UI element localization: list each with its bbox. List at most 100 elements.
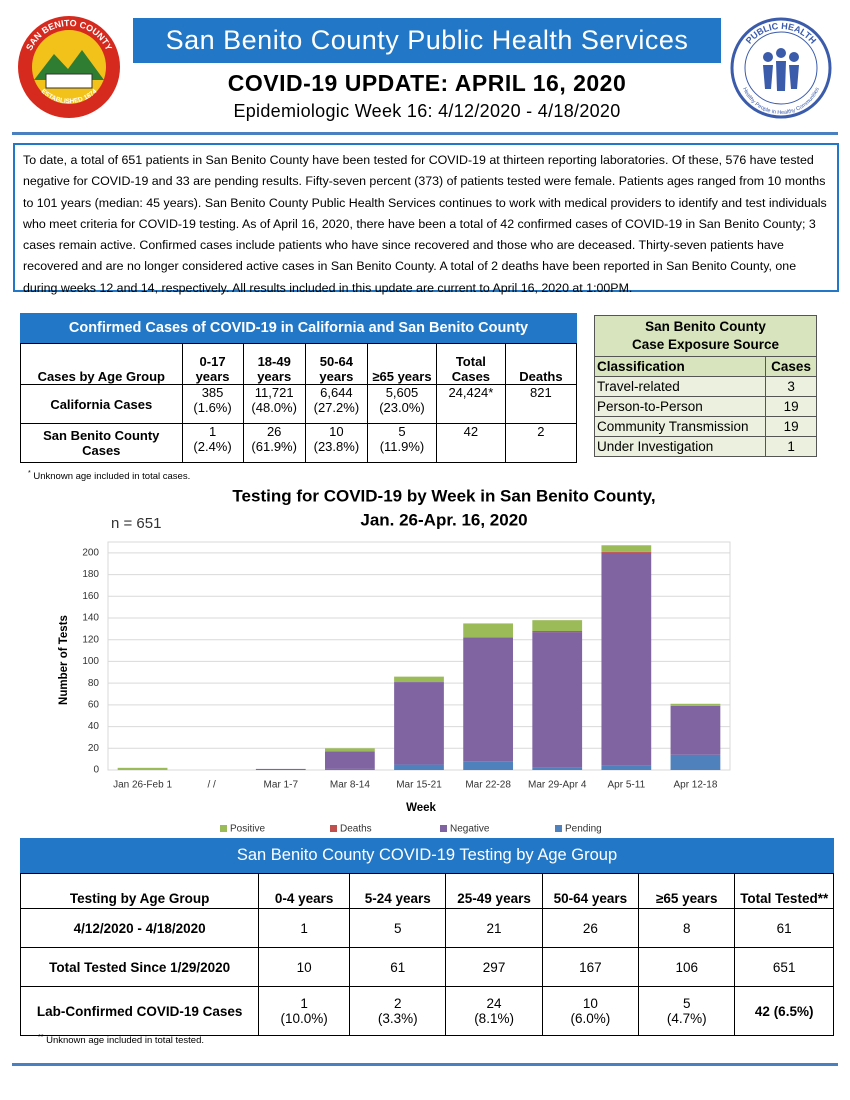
exposure-table-block: San Benito County Case Exposure Source Cla… xyxy=(593,315,817,457)
row-header: California Cases xyxy=(20,384,183,424)
bar-segment xyxy=(601,552,652,766)
y-tick-label: 100 xyxy=(82,656,99,667)
bar-segment xyxy=(532,631,583,633)
x-tick-label: Mar 15-21 xyxy=(396,780,442,791)
bar-segment xyxy=(532,767,583,770)
cell-line: (48.0%) xyxy=(251,400,297,415)
x-tick-label: Mar 1-7 xyxy=(264,780,299,791)
x-axis-label: Week xyxy=(406,802,436,814)
table-cell: 5 (4.7%) xyxy=(638,986,736,1036)
column-header: 50-64 years xyxy=(541,873,640,909)
table-cell: 42 (6.5%) xyxy=(734,986,834,1036)
row-header: Community Transmission xyxy=(593,416,767,437)
bar-segment xyxy=(670,705,721,755)
chart-title: Jan. 26-Apr. 16, 2020 xyxy=(360,510,527,529)
bar-segment xyxy=(325,751,375,769)
update-title: COVID-19 UPDATE: APRIL 16, 2020 xyxy=(227,70,627,96)
seal-mission xyxy=(45,73,93,89)
x-tick-label: Apr 5-11 xyxy=(608,780,646,791)
cell-line: (10.0%) xyxy=(280,1011,328,1026)
county-seal: SAN BENITO COUNTY ESTABLISHED 1874 xyxy=(18,16,120,118)
annotation: n = 651 xyxy=(111,515,161,532)
cases-table: Cases by Age Group 0-17 years 18-49 years 5… xyxy=(20,343,578,463)
cell-line: (4.7%) xyxy=(666,1011,707,1026)
legend-label: Negative xyxy=(450,824,490,835)
cell-line: 24 xyxy=(486,996,502,1011)
cases-footnote: * Unknown age included in total cases. xyxy=(28,470,190,482)
table-cell: 21 xyxy=(445,908,543,948)
table-cell: 10 xyxy=(258,947,351,987)
table-row: Lab-Confirmed COVID-19 Cases 1 (10.0%) 2 (3.… xyxy=(19,986,834,1036)
cell-line: 1 xyxy=(208,424,217,439)
age-footnote: ** Unknown age included in total tested. xyxy=(38,1034,204,1046)
cell-line: (61.9%) xyxy=(251,439,297,454)
column-header: 0-17 years xyxy=(181,343,244,385)
table-cell: 385 (1.6%) xyxy=(181,384,244,424)
column-header: Total Cases xyxy=(435,343,506,385)
cell-line: 10 xyxy=(329,424,344,439)
legend-swatch xyxy=(555,825,562,832)
table-cell: 821 xyxy=(504,384,578,424)
row-header: San Benito County Cases xyxy=(20,423,183,463)
table-row: Travel-related 3 xyxy=(593,376,817,397)
week-subtitle: Epidemiologic Week 16: 4/12/2020 - 4/18/… xyxy=(233,101,621,121)
bar-segment xyxy=(463,637,513,762)
x-tick-label: Mar 8-14 xyxy=(330,780,370,791)
exposure-title: San Benito County Case Exposure Source xyxy=(594,315,817,357)
cell-line: 5 xyxy=(398,424,406,439)
table-row: Community Transmission 19 xyxy=(593,416,817,437)
age-table-title: San Benito County COVID-19 Testing by Ag… xyxy=(20,838,834,873)
cell-line: 11,721 xyxy=(254,385,294,400)
table-row: Total Tested Since 1/29/2020 10 61 297 167 10… xyxy=(19,947,834,987)
table-cell: 1 xyxy=(258,908,351,948)
column-header: Cases xyxy=(765,356,817,377)
cell-line: (23.8%) xyxy=(313,439,360,454)
summary-text: To date, a total of 651 patients in San … xyxy=(13,143,839,295)
footnote-mark: * xyxy=(28,470,31,477)
cell-line: (8.1%) xyxy=(474,1011,514,1026)
table-cell: 5,605 (23.0%) xyxy=(367,384,437,424)
y-tick-label: 40 xyxy=(88,721,100,732)
cell-line: (2.4%) xyxy=(193,439,232,454)
divider xyxy=(12,132,838,135)
bar-segment xyxy=(463,761,513,770)
bar-segment xyxy=(255,768,306,770)
table-cell: 19 xyxy=(765,416,817,437)
column-header: 5-24 years xyxy=(349,873,447,909)
title-line: Case Exposure Source xyxy=(631,337,780,352)
column-header: 18-49 years xyxy=(242,343,306,385)
title-row: San Benito County Case Exposure Source xyxy=(594,315,817,357)
row-header: Lab-Confirmed COVID-19 Cases xyxy=(19,986,260,1036)
table-cell: 26 xyxy=(541,908,640,948)
table-row: San Benito County Cases 1 (2.4%) 26 (61.9%) 1… xyxy=(20,423,578,463)
column-header: Testing by Age Group xyxy=(19,873,260,909)
seal-hills xyxy=(34,50,104,80)
cell-line: (3.3%) xyxy=(377,1011,418,1026)
table-cell: 2 xyxy=(504,423,578,463)
column-header: 25-49 years xyxy=(445,873,543,909)
x-tick-label: / / xyxy=(207,780,216,791)
y-tick-label: 140 xyxy=(82,613,99,624)
divider xyxy=(12,1063,838,1066)
y-tick-label: 160 xyxy=(82,591,99,602)
bar-segment xyxy=(394,682,444,765)
table-cell: 8 xyxy=(638,908,736,948)
y-axis-label: Number of Tests xyxy=(58,615,70,705)
table-cell: 1 (10.0%) xyxy=(258,986,351,1036)
logo-inner-ring xyxy=(744,31,818,105)
bar-segment xyxy=(394,676,444,683)
column-header: ≥65 years xyxy=(638,873,736,909)
testing-chart: Testing for COVID-19 by Week in San Beni… xyxy=(58,486,731,835)
table-cell: 1 (2.4%) xyxy=(181,423,244,463)
table-cell: 5 xyxy=(349,908,447,948)
cell-line: 2 xyxy=(393,996,402,1011)
y-tick-label: 20 xyxy=(88,743,100,754)
bar-segment xyxy=(601,545,652,552)
cell-line: (23.0%) xyxy=(379,400,425,415)
header-row: Cases by Age Group 0-17 years 18-49 years 5… xyxy=(20,343,578,385)
y-tick-label: 120 xyxy=(82,634,99,645)
age-table-block: San Benito County COVID-19 Testing by Ag… xyxy=(19,838,834,1036)
row-header: Under Investigation xyxy=(593,436,767,457)
table-cell: 61 xyxy=(349,947,447,987)
